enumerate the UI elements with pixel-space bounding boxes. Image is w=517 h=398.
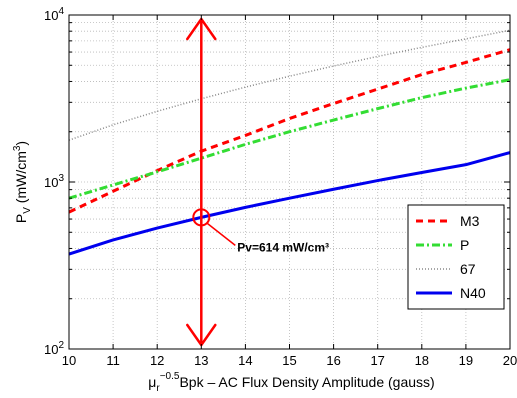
y-axis-ticks: 102 103 104 — [44, 6, 510, 357]
x-tick-label: 19 — [459, 353, 473, 368]
annotation-point-marker — [192, 208, 211, 227]
y-tick-label: 104 — [44, 6, 64, 23]
y-axis-label: PV (mW/cm3) — [12, 141, 33, 223]
legend-label-n40: N40 — [460, 285, 486, 301]
legend-label-p: P — [460, 237, 469, 253]
x-tick-label: 16 — [326, 353, 340, 368]
x-tick-label: 13 — [194, 353, 208, 368]
y-tick-label: 103 — [44, 173, 64, 190]
annotation-pointer-line — [206, 222, 236, 246]
x-tick-label: 15 — [282, 353, 296, 368]
x-tick-label: 20 — [503, 353, 517, 368]
legend: M3 P 67 N40 — [407, 204, 505, 310]
annotation-label: Pv=614 mW/cm³ — [237, 240, 329, 254]
series-line-p — [68, 78, 511, 200]
x-tick-label: 11 — [106, 353, 120, 368]
x-tick-label: 18 — [415, 353, 429, 368]
legend-label-m3: M3 — [460, 213, 480, 229]
x-tick-label: 12 — [150, 353, 164, 368]
x-axis-label: μr−0.5Bpk – AC Flux Density Amplitude (g… — [148, 371, 434, 394]
y-tick-label: 102 — [44, 340, 64, 357]
series-group — [68, 29, 511, 256]
legend-label-67: 67 — [460, 261, 476, 277]
x-tick-label: 14 — [238, 353, 252, 368]
x-axis-ticks: 10 11 12 13 14 15 16 17 18 19 20 — [62, 15, 517, 368]
series-line-n40 — [68, 151, 511, 256]
x-tick-label: 10 — [62, 353, 76, 368]
x-tick-label: 17 — [370, 353, 384, 368]
